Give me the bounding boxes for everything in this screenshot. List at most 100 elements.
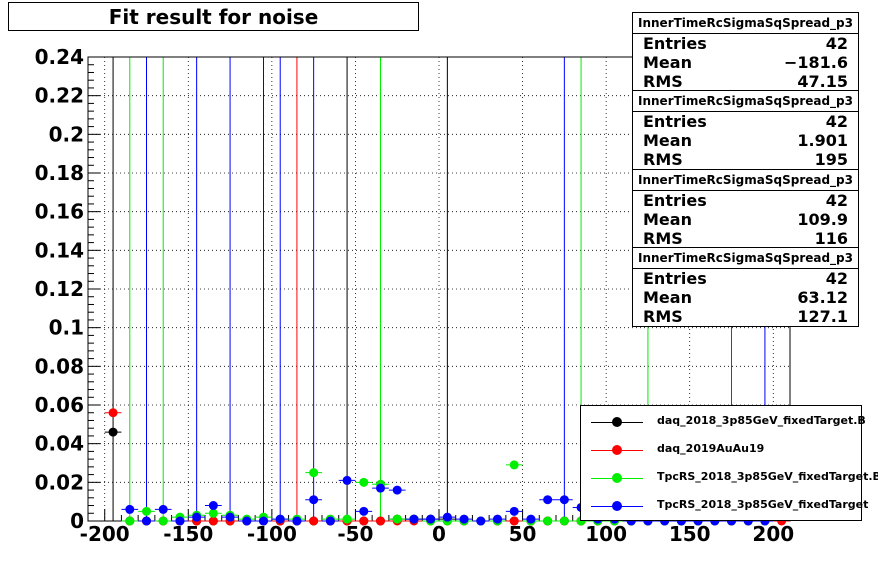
data-point <box>208 501 218 511</box>
data-point <box>392 514 402 524</box>
x-tick-label: 100 <box>585 522 627 546</box>
x-tick-label: -100 <box>247 522 297 546</box>
stats-row-rms: RMS 47.15 <box>643 72 848 91</box>
stats-value: 195 <box>814 150 848 169</box>
stats-value: 109.9 <box>797 210 848 229</box>
stats-label: Entries <box>643 269 707 288</box>
x-tick-label: -50 <box>337 522 373 546</box>
data-point <box>309 468 319 478</box>
legend-entry: daq_2018_3p85GeV_fixedTarget.B <box>581 408 866 436</box>
y-tick-label: 0.16 <box>35 200 84 224</box>
stats-row-rms: RMS 127.1 <box>643 307 848 326</box>
data-point <box>158 516 168 526</box>
stats-value: 127.1 <box>797 307 848 326</box>
data-point <box>142 506 151 516</box>
stats-row-entries: Entries 42 <box>643 269 848 288</box>
data-point <box>476 516 486 526</box>
stats-box-4: InnerTimeRcSigmaSqSpread_p3 Entries 42 Me… <box>632 247 859 327</box>
stats-row-mean: Mean −181.6 <box>643 53 848 72</box>
stats-row-mean: Mean 1.901 <box>643 131 848 150</box>
x-tick-label: 150 <box>669 522 711 546</box>
stats-label: Entries <box>643 191 707 210</box>
data-point <box>392 485 402 495</box>
y-tick-label: 0.04 <box>35 432 84 456</box>
stats-label: Entries <box>643 34 707 53</box>
data-point <box>509 516 519 526</box>
y-tick-label: 0.08 <box>35 354 84 378</box>
stats-row-entries: Entries 42 <box>643 34 848 53</box>
stats-value: 42 <box>825 112 848 131</box>
stats-label: Mean <box>643 288 692 307</box>
stats-row-entries: Entries 42 <box>643 112 848 131</box>
stats-value: 42 <box>825 269 848 288</box>
stats-title: InnerTimeRcSigmaSqSpread_p3 <box>633 170 858 191</box>
data-point <box>509 506 519 516</box>
stats-value: −181.6 <box>783 53 848 72</box>
data-point <box>192 512 202 522</box>
x-tick-label: -150 <box>163 522 213 546</box>
legend-entry: TpcRS_2018_3p85GeV_fixedTarget.B <box>581 464 878 492</box>
data-point <box>108 408 118 418</box>
data-point <box>459 514 469 524</box>
data-point <box>426 514 436 524</box>
data-point <box>158 504 168 514</box>
x-tick-label: 50 <box>509 522 537 546</box>
data-point <box>376 483 385 493</box>
legend-entry: daq_2019AuAu19 <box>581 436 861 464</box>
data-point <box>208 516 218 526</box>
stats-title: InnerTimeRcSigmaSqSpread_p3 <box>633 248 858 269</box>
y-tick-label: 0.2 <box>49 122 84 146</box>
data-point <box>292 516 302 526</box>
data-point <box>509 460 519 470</box>
stats-row-entries: Entries 42 <box>643 191 848 210</box>
data-point <box>142 516 151 526</box>
label-layer: 0 0.02 0.04 0.06 0.08 0.1 0.12 0.14 0.16 0.18 0.2 0… <box>35 45 795 546</box>
y-tick-label: 0.12 <box>35 277 84 301</box>
stats-label: RMS <box>643 72 683 91</box>
data-point <box>342 514 352 524</box>
x-tick-label: 200 <box>752 522 794 546</box>
legend-marker <box>612 473 622 483</box>
data-point <box>325 516 335 526</box>
stats-label: RMS <box>643 150 683 169</box>
y-tick-label: 0.1 <box>49 316 84 340</box>
legend-entry: TpcRS_2018_3p85GeV_fixedTarget <box>581 492 868 520</box>
stats-label: RMS <box>643 229 683 248</box>
stats-value: 1.901 <box>797 131 848 150</box>
data-point <box>309 516 319 526</box>
stats-label: RMS <box>643 307 683 326</box>
data-point <box>359 506 369 516</box>
data-point <box>208 508 218 518</box>
data-point <box>493 514 502 524</box>
stats-value: 63.12 <box>797 288 848 307</box>
stats-label: Mean <box>643 131 692 150</box>
data-point <box>175 516 185 526</box>
y-tick-label: 0 <box>70 509 84 533</box>
points-layer <box>104 408 790 526</box>
data-point <box>125 504 135 514</box>
data-point <box>125 516 135 526</box>
stats-row-rms: RMS 195 <box>643 150 848 169</box>
stats-row-rms: RMS 116 <box>643 229 848 248</box>
stats-label: Mean <box>643 210 692 229</box>
data-point <box>376 516 385 526</box>
y-tick-label: 0.06 <box>35 393 84 417</box>
data-point <box>342 475 352 485</box>
stats-label: Entries <box>643 112 707 131</box>
data-point <box>526 514 536 524</box>
data-point <box>108 427 118 437</box>
data-point <box>543 516 553 526</box>
y-tick-label: 0.02 <box>35 470 84 494</box>
chart-title: Fit result for noise <box>8 2 419 31</box>
stats-value: 42 <box>825 34 848 53</box>
data-point <box>225 512 235 522</box>
y-tick-label: 0.22 <box>35 84 84 108</box>
x-tick-label: 0 <box>432 522 446 546</box>
data-point <box>543 495 553 505</box>
data-point <box>559 495 569 505</box>
stats-value: 116 <box>814 229 848 248</box>
legend-marker <box>612 445 622 455</box>
stats-box-2: InnerTimeRcSigmaSqSpread_p3 Entries 42 Me… <box>632 90 859 170</box>
stats-row-mean: Mean 109.9 <box>643 210 848 229</box>
